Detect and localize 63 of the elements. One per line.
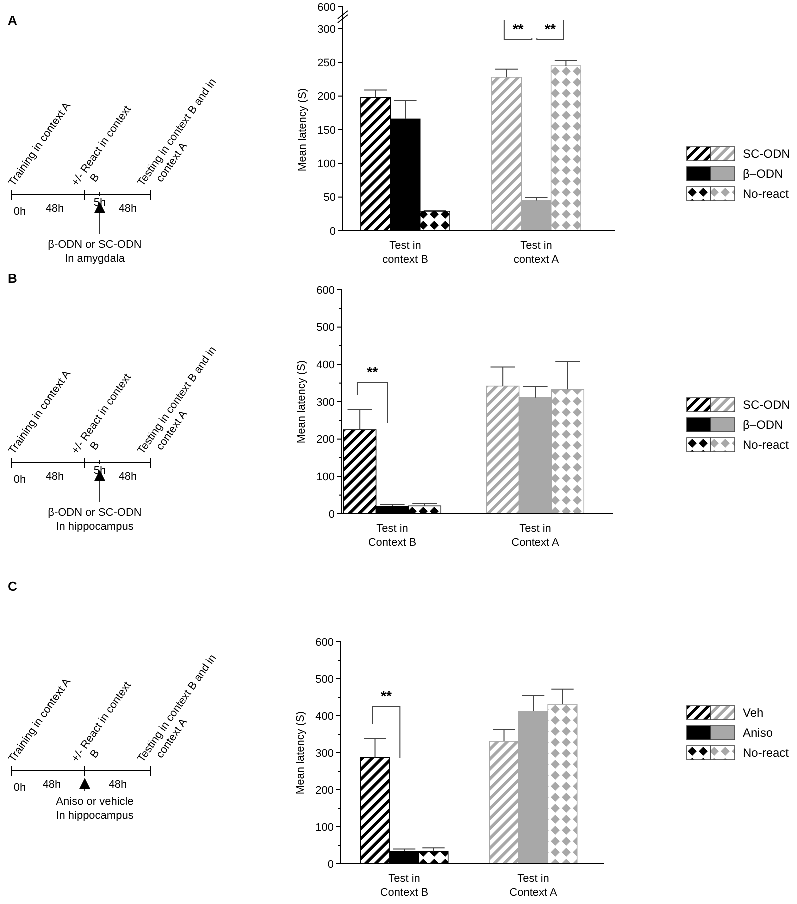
x-tick-label: Test in Context B <box>368 523 417 549</box>
y-tick-label: 200 <box>316 434 335 446</box>
y-axis-title: Mean latency (S) <box>296 360 308 444</box>
x-tick-label: Test in context B <box>382 240 428 266</box>
text: In hippocampus <box>56 810 134 822</box>
annotation: ** <box>367 364 379 380</box>
legend-label: SC-ODN <box>743 398 790 412</box>
y-tick-label: 500 <box>316 674 334 686</box>
text: 48h <box>108 779 128 791</box>
legend-label: Aniso <box>743 726 774 740</box>
text: 0h <box>14 474 26 486</box>
legend-label: No-react <box>743 438 790 452</box>
text: 0h <box>14 206 26 218</box>
text: 48h <box>42 779 62 791</box>
y-tick-label: 100 <box>316 472 335 484</box>
text: 5h <box>94 197 106 209</box>
y-tick-label: 300 <box>316 396 335 409</box>
legend-label: β–ODN <box>743 418 784 432</box>
annotation: ** <box>545 21 556 37</box>
y-tick-label: 150 <box>318 124 336 137</box>
text: β-ODN or SC-ODN <box>48 239 142 251</box>
y-tick-label: 100 <box>316 822 334 834</box>
text: 0h <box>14 782 26 794</box>
text: β-ODN or SC-ODN <box>48 507 142 519</box>
x-tick-label: Test in Context A <box>512 523 560 549</box>
legend-label: No-react <box>743 187 790 202</box>
x-tick-label: Test in Context B <box>380 873 429 899</box>
legend-label: Veh <box>743 706 764 720</box>
text: B <box>8 271 18 286</box>
legend-label: No-react <box>743 746 790 760</box>
y-tick-label: 100 <box>318 158 336 171</box>
y-tick-label: 500 <box>316 322 335 334</box>
text: Aniso or vehicle <box>56 796 134 808</box>
x-tick-label: Test in context A <box>514 240 560 266</box>
annotation: ** <box>381 688 393 704</box>
y-axis-title: Mean latency (S) <box>295 711 307 795</box>
y-tick-label: 0 <box>330 226 336 238</box>
y-tick-label: 0 <box>328 508 335 521</box>
y-tick-label: 200 <box>316 784 334 797</box>
y-tick-label: 600 <box>316 284 335 297</box>
y-tick-label: 200 <box>318 91 336 104</box>
text: 48h <box>118 203 138 215</box>
y-tick-label: 600 <box>316 636 334 649</box>
y-axis-title: Mean latency (S) <box>297 88 309 172</box>
y-tick-label: 300 <box>318 24 336 36</box>
text: 48h <box>46 203 64 215</box>
text: 48h <box>46 471 64 483</box>
annotation: ** <box>512 21 524 37</box>
legend-label: SC-ODN <box>743 147 790 162</box>
y-tick-label: 0 <box>328 858 334 871</box>
text: In hippocampus <box>56 521 134 533</box>
text: C <box>8 579 18 594</box>
text: 5h <box>94 465 106 477</box>
y-tick-label: 400 <box>316 710 334 723</box>
y-tick-label: 300 <box>316 748 334 760</box>
y-tick-label: 250 <box>318 58 336 70</box>
y-tick-label: 400 <box>316 360 335 372</box>
text: A <box>8 13 18 28</box>
legend-label: β–ODN <box>743 167 784 182</box>
text: 48h <box>118 471 138 483</box>
y-tick-label: 50 <box>324 192 336 204</box>
x-tick-label: Test in Context A <box>510 873 558 899</box>
text: In amygdala <box>65 253 126 265</box>
